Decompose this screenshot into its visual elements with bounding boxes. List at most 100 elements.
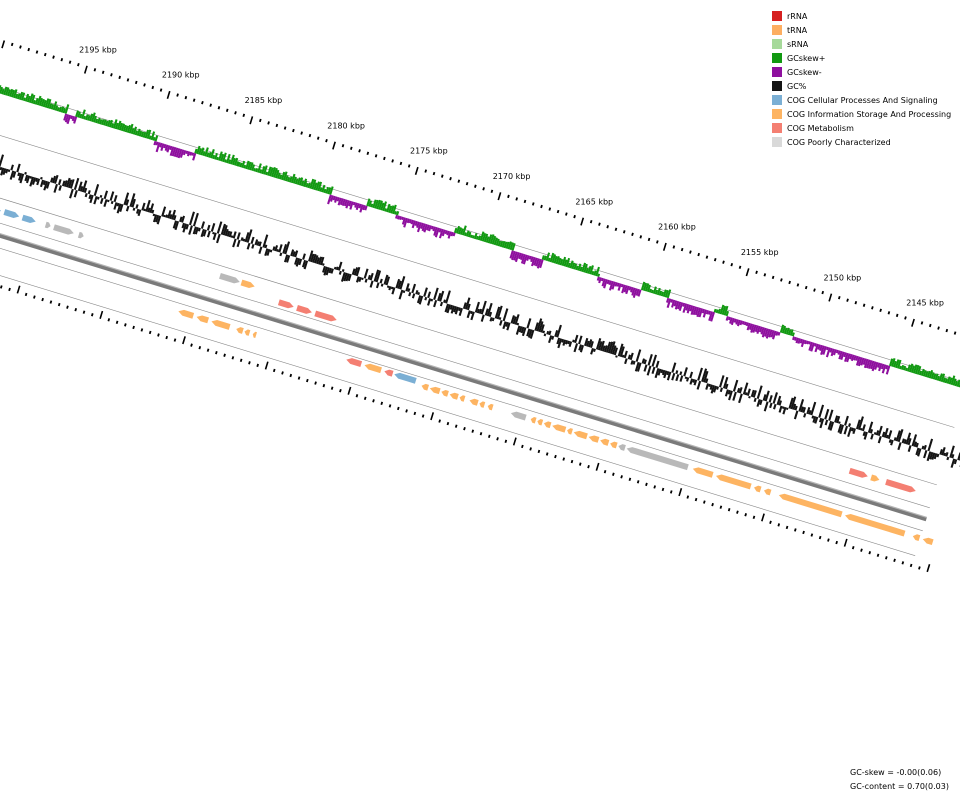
gc-content-bar: [430, 298, 434, 302]
minor-tick: [705, 255, 709, 259]
gcskew-minus-bar: [608, 280, 612, 286]
gcskew-plus-bar: [233, 157, 239, 166]
gcskew-minus-bar: [625, 285, 630, 295]
gcskew-minus-bar: [860, 357, 865, 366]
minor-tick: [68, 60, 72, 64]
gc-content-bar: [236, 232, 241, 240]
gcskew-plus-bar: [783, 327, 788, 335]
gc-content-bar: [312, 253, 317, 263]
gcskew-plus-bar: [106, 119, 111, 127]
gc-content-bar: [810, 401, 817, 416]
gcskew-plus-bar: [505, 241, 510, 249]
gc-content-bar: [106, 199, 110, 203]
minor-tick: [545, 452, 549, 456]
gc-content-bar: [35, 177, 39, 183]
gcskew-minus-bar: [701, 308, 706, 314]
gc-content-bar: [601, 345, 606, 352]
gc-content-bar: [512, 316, 517, 325]
gc-content-bar: [655, 360, 660, 369]
legend-swatch: [772, 81, 782, 91]
gc-content-bar: [666, 371, 670, 376]
gcskew-plus-bar: [124, 125, 129, 133]
gc-content-bar: [258, 246, 263, 255]
gcskew-minus-bar: [746, 322, 751, 331]
gc-content-bar: [79, 185, 84, 192]
gc-content-bar: [661, 369, 666, 376]
gcskew-minus-bar: [358, 203, 362, 209]
gcskew-minus-bar: [406, 218, 410, 224]
forward-gene-arrow: [53, 224, 74, 235]
gcskew-minus-bar: [822, 346, 827, 355]
gc-content-bar: [480, 300, 487, 315]
gc-content-bar: [335, 266, 339, 271]
gc-content-bar: [843, 425, 849, 435]
legend-item-srna: sRNA: [772, 37, 960, 51]
gc-content-bar: [369, 272, 374, 281]
gcskew-minus-bar: [739, 320, 743, 326]
gcskew-plus-bar: [278, 174, 283, 180]
gcskew-minus-bar: [758, 326, 763, 333]
gc-content-bar: [624, 358, 628, 365]
gcskew-minus-bar: [444, 229, 448, 235]
gc-content-bar: [689, 378, 694, 385]
gcskew-minus-bar: [853, 355, 857, 361]
minor-tick: [198, 345, 202, 350]
gc-content-bar: [921, 445, 925, 450]
gc-content-bar: [951, 454, 955, 459]
gcskew-plus-bar: [1, 88, 5, 95]
track-guide-line: [0, 275, 916, 556]
gc-content-bar: [93, 184, 100, 197]
gcskew-plus-bar: [559, 258, 564, 266]
gc-content-bar: [634, 361, 640, 372]
gcskew-plus-bar: [112, 119, 118, 129]
gc-content-bar: [116, 203, 122, 214]
gc-content-bar: [330, 268, 334, 274]
gcskew-plus-bar: [134, 130, 139, 136]
reverse-gene-arrow: [543, 421, 552, 429]
gcskew-minus-bar: [820, 345, 825, 355]
gc-content-bar: [762, 394, 767, 401]
gcskew-plus-bar: [388, 205, 393, 213]
minor-tick: [190, 343, 193, 347]
major-tick: [182, 336, 186, 345]
gcskew-plus-bar: [253, 167, 257, 172]
gc-content-bar: [529, 329, 535, 339]
gc-content-bar: [696, 380, 702, 390]
gcskew-plus-bar: [303, 180, 308, 188]
gc-content-bar: [439, 290, 445, 302]
gcskew-plus-bar: [650, 289, 654, 294]
gc-content-bar: [619, 346, 625, 358]
gcskew-plus-bar: [473, 232, 478, 240]
minor-tick: [672, 245, 676, 249]
gc-content-bar: [478, 308, 483, 314]
minor-tick: [118, 75, 122, 80]
legend-item-gc-percent: GC%: [772, 79, 960, 93]
legend-item-gcskew-minus: GCskew-: [772, 65, 960, 79]
gcskew-plus-bar: [477, 235, 482, 241]
gc-content-bar: [738, 393, 743, 404]
gcskew-minus-bar: [792, 336, 796, 341]
gcskew-minus-bar: [433, 226, 438, 236]
minor-tick: [909, 563, 913, 568]
gc-content-bar: [12, 171, 17, 178]
gcskew-plus-bar: [300, 180, 305, 187]
gcskew-minus-bar: [189, 151, 193, 156]
gc-content-bar: [679, 371, 683, 376]
gc-content-bar: [476, 308, 481, 314]
gcskew-minus-bar: [632, 288, 638, 298]
minor-tick: [788, 280, 791, 285]
gc-content-bar: [838, 421, 841, 424]
minor-tick: [27, 47, 31, 52]
gc-content-bar: [641, 358, 646, 364]
gc-content-bar: [129, 193, 136, 207]
reverse-gene-arrow: [196, 315, 210, 324]
gcskew-minus-bar: [844, 352, 849, 362]
gcskew-minus-bar: [702, 309, 708, 318]
gcskew-minus-bar: [794, 336, 798, 341]
minor-tick: [322, 383, 326, 388]
gcskew-minus-bar: [169, 145, 173, 151]
minor-tick: [388, 404, 392, 408]
gc-content-bar: [812, 416, 817, 423]
gcskew-minus-bar: [825, 347, 831, 358]
gcskew-plus-bar: [457, 227, 462, 235]
